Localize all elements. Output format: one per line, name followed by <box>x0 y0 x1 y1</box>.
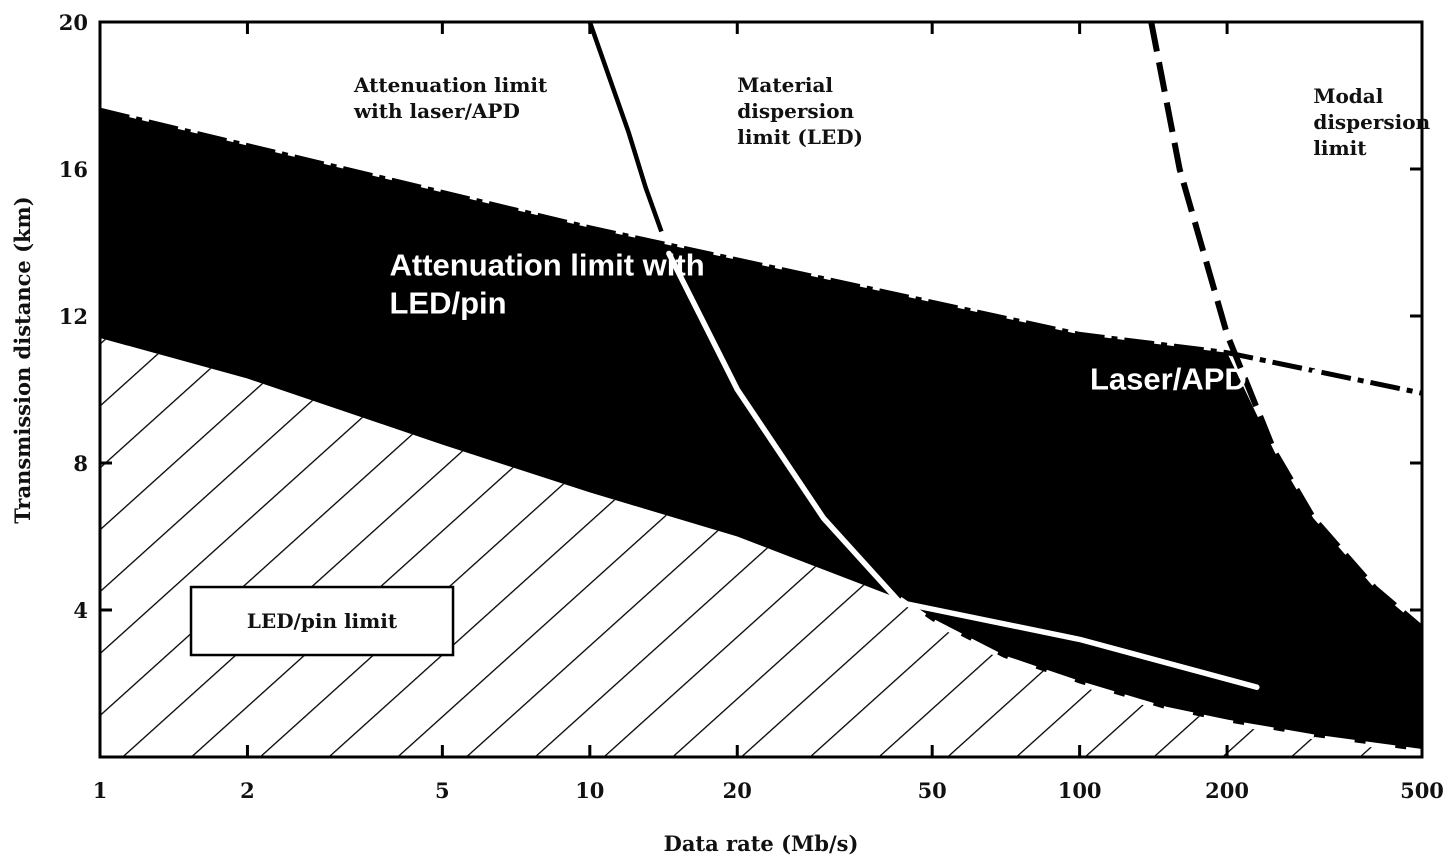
material-dispersion-line <box>587 22 664 233</box>
axis-titles: Data rate (Mb/s) Transmission distance (… <box>10 196 858 856</box>
x-tick-label: 10 <box>575 778 604 803</box>
led-pin-limit-label: LED/pin limit <box>247 609 398 633</box>
x-tick-label: 50 <box>918 778 947 803</box>
material-dispersion-led-pin-line <box>898 596 1422 754</box>
led-pin-limit-box: LED/pin limit <box>189 585 455 657</box>
attenuation-laser-apd-line <box>100 107 1422 396</box>
plot-border <box>98 20 1424 759</box>
x-tick-label: 5 <box>435 778 450 803</box>
x-tick-label: 20 <box>723 778 752 803</box>
y-tick-label: 16 <box>59 157 88 182</box>
laser-apd-limit-line <box>666 250 1260 690</box>
laser-apd-limit-label: Laser/APD limit <box>1090 362 1319 397</box>
y-tick-label: 20 <box>59 10 88 35</box>
x-axis-title: Data rate (Mb/s) <box>664 831 859 856</box>
annotations: Attenuation limit with laser/APD Material d… <box>189 73 1431 657</box>
attenuation-led-pin-label: Attenuation limit with LED/pin <box>390 248 705 321</box>
limit-curves <box>100 22 1422 754</box>
x-tick-label: 100 <box>1058 778 1102 803</box>
x-tick-label: 200 <box>1205 778 1249 803</box>
x-tick-label: 500 <box>1400 778 1444 803</box>
x-tick-label: 1 <box>93 778 108 803</box>
y-tick-label: 12 <box>59 304 88 329</box>
x-tick-label: 2 <box>240 778 255 803</box>
attenuation-laser-apd-label: Attenuation limit with laser/APD <box>353 73 548 123</box>
modal-dispersion-line <box>1148 22 1422 631</box>
y-axis-title: Transmission distance (km) <box>10 196 35 523</box>
modal-dispersion-label: Modal dispersion limit <box>1313 84 1430 160</box>
y-tick-label: 8 <box>73 451 88 476</box>
material-dispersion-label: Material dispersion limit (LED) <box>737 73 863 149</box>
y-tick-label: 4 <box>73 598 88 623</box>
laser-apd-region <box>100 110 1422 754</box>
plot-frame <box>98 20 1424 759</box>
